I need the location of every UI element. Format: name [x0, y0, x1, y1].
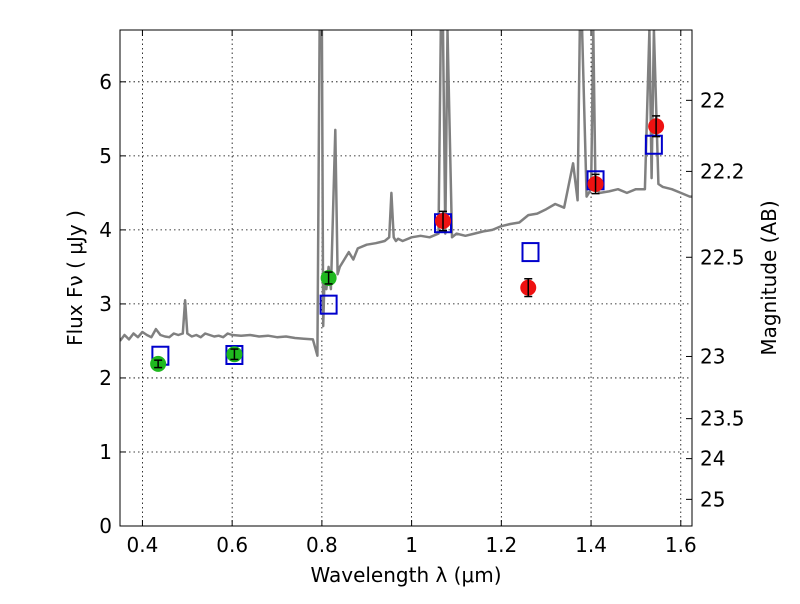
plot-data	[120, 30, 692, 357]
mag-tick-label: 22.5	[700, 245, 745, 269]
y-axis-label: Flux Fν ( μJy )	[63, 210, 87, 346]
spectrum-line	[120, 30, 692, 357]
y-tick-label: 2	[99, 366, 112, 390]
mag-tick-label: 25	[700, 487, 725, 511]
x-tick-label: 1.4	[575, 533, 607, 557]
model-square-marker	[225, 344, 244, 365]
y-tick-label: 0	[99, 514, 112, 538]
y-tick-label: 3	[99, 292, 112, 316]
x-tick-label: 1.2	[485, 533, 517, 557]
y-tick-label: 1	[99, 440, 112, 464]
mag-tick-label: 23	[700, 344, 725, 368]
x-tick-label: 0.4	[127, 533, 159, 557]
x-tick-label: 1	[405, 533, 418, 557]
axis-ticks: 0.4 0.6 0.8 1 1.2 1.4 1.601234562222.222.52323…	[99, 30, 745, 557]
mag-tick-label: 23.5	[700, 407, 745, 431]
plot-markers	[150, 115, 665, 372]
mag-tick-label: 22.2	[700, 159, 745, 183]
y-tick-label: 4	[99, 218, 112, 242]
y-tick-label: 6	[99, 70, 112, 94]
model-square-marker	[521, 242, 540, 263]
x-axis-label: Wavelength λ (μm)	[310, 563, 501, 587]
y-tick-label: 5	[99, 144, 112, 168]
model-square-marker	[319, 294, 338, 315]
right-axis-label: Magnitude (AB)	[757, 200, 781, 355]
x-tick-label: 0.8	[306, 533, 338, 557]
model-square-marker	[644, 134, 663, 155]
x-tick-label: 0.6	[216, 533, 248, 557]
x-tick-label: 1.6	[665, 533, 697, 557]
plot-frame	[119, 29, 693, 527]
mag-tick-label: 24	[700, 447, 725, 471]
mag-tick-label: 22	[700, 88, 725, 112]
